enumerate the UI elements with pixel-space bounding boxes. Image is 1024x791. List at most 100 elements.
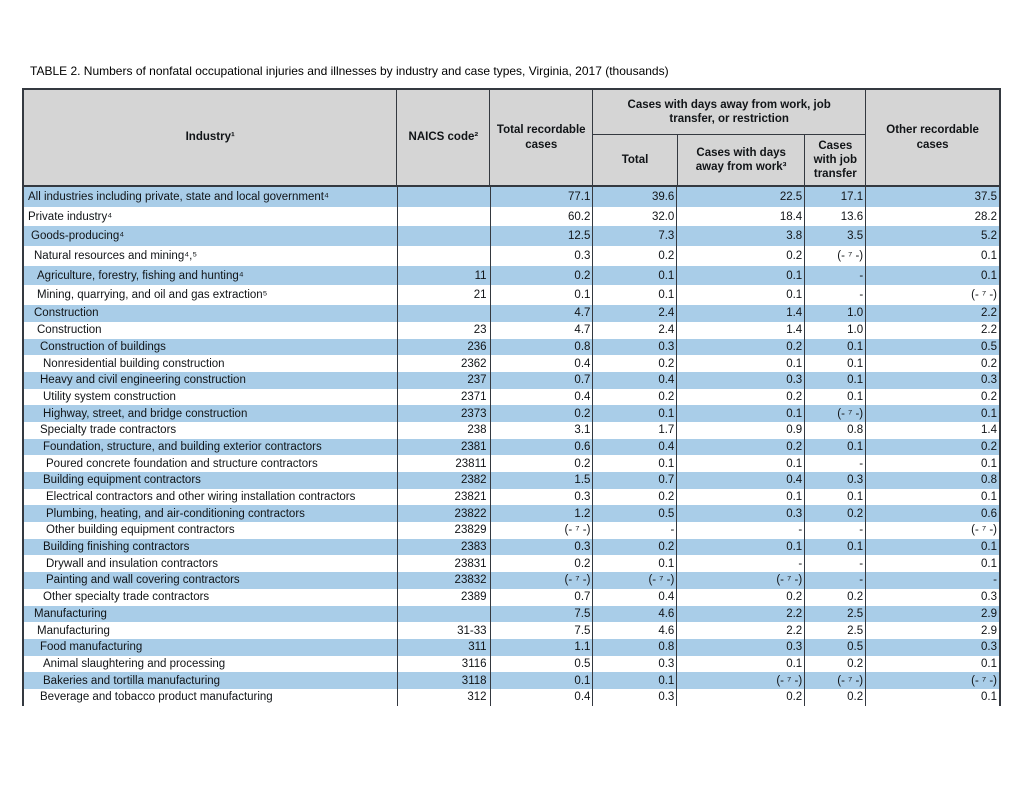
value-cell: 0.1	[676, 538, 804, 556]
value-cell: 0.9	[676, 421, 804, 439]
value-cell: 0.3	[592, 688, 676, 706]
value-cell: 0.3	[676, 638, 804, 656]
value-cell: 0.1	[676, 488, 804, 506]
injuries-illnesses-table: Industry¹ NAICS code² Total recordable c…	[22, 88, 1001, 706]
industry-cell: Natural resources and mining⁴,⁵	[34, 249, 198, 262]
value-cell: 0.8	[592, 638, 676, 656]
value-cell: 0.2	[804, 588, 865, 606]
value-cell: 2.2	[676, 605, 804, 623]
table-row: Goods-producing⁴ 12.5 7.3 3.8 3.5 5.2	[24, 226, 999, 247]
value-cell: 0.2	[865, 438, 999, 456]
industry-cell: Foundation, structure, and building exte…	[43, 440, 322, 453]
value-cell: 0.6	[865, 505, 999, 523]
value-cell: 0.2	[489, 405, 593, 422]
value-cell: 1.4	[676, 305, 804, 322]
table-row: Poured concrete foundation and structure…	[24, 455, 999, 472]
value-cell: 0.1	[865, 538, 999, 556]
industry-cell: Electrical contractors and other wiring …	[46, 491, 356, 504]
value-cell: (- ⁷ -)	[865, 522, 999, 539]
value-cell: 2.2	[676, 622, 804, 639]
value-cell: 0.1	[865, 655, 999, 673]
value-cell: 7.5	[489, 622, 593, 639]
value-cell: 5.2	[865, 226, 999, 247]
value-cell: 0.5	[804, 638, 865, 656]
table-row: All industries including private, state …	[24, 187, 999, 207]
value-cell: 0.4	[592, 438, 676, 456]
industry-cell: Food manufacturing	[40, 641, 143, 654]
table-row: Highway, street, and bridge construction…	[24, 405, 999, 422]
table-row: Construction 4.7 2.4 1.4 1.0 2.2	[24, 305, 999, 322]
value-cell: 37.5	[865, 187, 999, 207]
value-cell: 0.4	[676, 472, 804, 489]
value-cell: -	[804, 265, 865, 286]
value-cell: 0.8	[489, 338, 593, 356]
naics-code-cell: 23	[396, 321, 490, 339]
value-cell: 0.1	[865, 688, 999, 706]
value-cell: 0.7	[592, 472, 676, 489]
value-cell: 0.2	[592, 538, 676, 556]
table-row: Nonresidential building construction 2362…	[24, 355, 999, 372]
naics-code-cell: 23831	[396, 555, 490, 573]
value-cell: 0.3	[676, 505, 804, 523]
table-row: Natural resources and mining⁴,⁵ 0.3 0.2 0.2…	[24, 246, 999, 266]
value-cell: 0.2	[489, 455, 593, 472]
value-cell: 2.4	[592, 305, 676, 322]
value-cell: 0.3	[865, 588, 999, 606]
value-cell: 0.1	[865, 488, 999, 506]
value-cell: 60.2	[489, 206, 593, 227]
industry-cell: Agriculture, forestry, fishing and hunti…	[37, 269, 244, 282]
industry-cell: Bakeries and tortilla manufacturing	[43, 674, 221, 687]
naics-code-cell: 3118	[396, 672, 490, 689]
naics-code-cell	[396, 605, 490, 623]
value-cell: 0.1	[676, 265, 804, 286]
value-cell: 4.6	[592, 605, 676, 623]
value-cell: 0.1	[489, 285, 593, 306]
value-cell: 0.2	[676, 338, 804, 356]
value-cell: 0.3	[865, 371, 999, 389]
value-cell: -	[804, 555, 865, 573]
naics-code-cell: 3116	[396, 655, 490, 673]
value-cell: 0.2	[592, 388, 676, 406]
value-cell: 2.5	[804, 622, 865, 639]
value-cell: 0.1	[804, 488, 865, 506]
value-cell: 0.1	[592, 455, 676, 472]
value-cell: 0.1	[592, 672, 676, 689]
value-cell: 1.0	[804, 305, 865, 322]
header-group-days-away-transfer-restriction: Cases with days away from work, job tran…	[592, 90, 866, 185]
value-cell: (- ⁷ -)	[489, 572, 593, 589]
value-cell: 0.2	[592, 355, 676, 372]
value-cell: 17.1	[804, 187, 865, 207]
header-cases-days-away: Cases with days away from work³	[676, 135, 805, 185]
value-cell: 0.1	[804, 338, 865, 356]
value-cell: 3.8	[676, 226, 804, 247]
industry-cell: Manufacturing	[37, 624, 110, 637]
value-cell: (- ⁷ -)	[676, 572, 804, 589]
table-row: Other building equipment contractors 2382…	[24, 522, 999, 539]
value-cell: 1.4	[865, 421, 999, 439]
value-cell: 0.2	[804, 655, 865, 673]
value-cell: 0.2	[592, 246, 676, 266]
table-row: Construction of buildings 236 0.8 0.3 0.2 0.1…	[24, 338, 999, 356]
value-cell: (- ⁷ -)	[489, 522, 593, 539]
value-cell: 1.5	[489, 472, 593, 489]
naics-code-cell: 2383	[396, 538, 490, 556]
value-cell: 0.5	[592, 505, 676, 523]
value-cell: 39.6	[592, 187, 676, 207]
value-cell: 0.1	[804, 388, 865, 406]
value-cell: 1.4	[676, 321, 804, 339]
value-cell: 0.2	[676, 388, 804, 406]
naics-code-cell: 2362	[396, 355, 490, 372]
value-cell: 0.3	[489, 488, 593, 506]
value-cell: -	[804, 455, 865, 472]
table-row: Utility system construction 2371 0.4 0.2 0.2…	[24, 388, 999, 406]
value-cell: 0.1	[592, 285, 676, 306]
value-cell: 0.2	[592, 488, 676, 506]
value-cell: 0.2	[676, 246, 804, 266]
naics-code-cell: 2381	[396, 438, 490, 456]
header-group-subcolumns: Total Cases with days away from work³ Ca…	[593, 135, 865, 185]
value-cell: 2.2	[865, 305, 999, 322]
naics-code-cell: 23829	[396, 522, 490, 539]
value-cell: 1.0	[804, 321, 865, 339]
table-row: Other specialty trade contractors 2389 0.7…	[24, 588, 999, 606]
industry-cell: All industries including private, state …	[28, 190, 329, 203]
